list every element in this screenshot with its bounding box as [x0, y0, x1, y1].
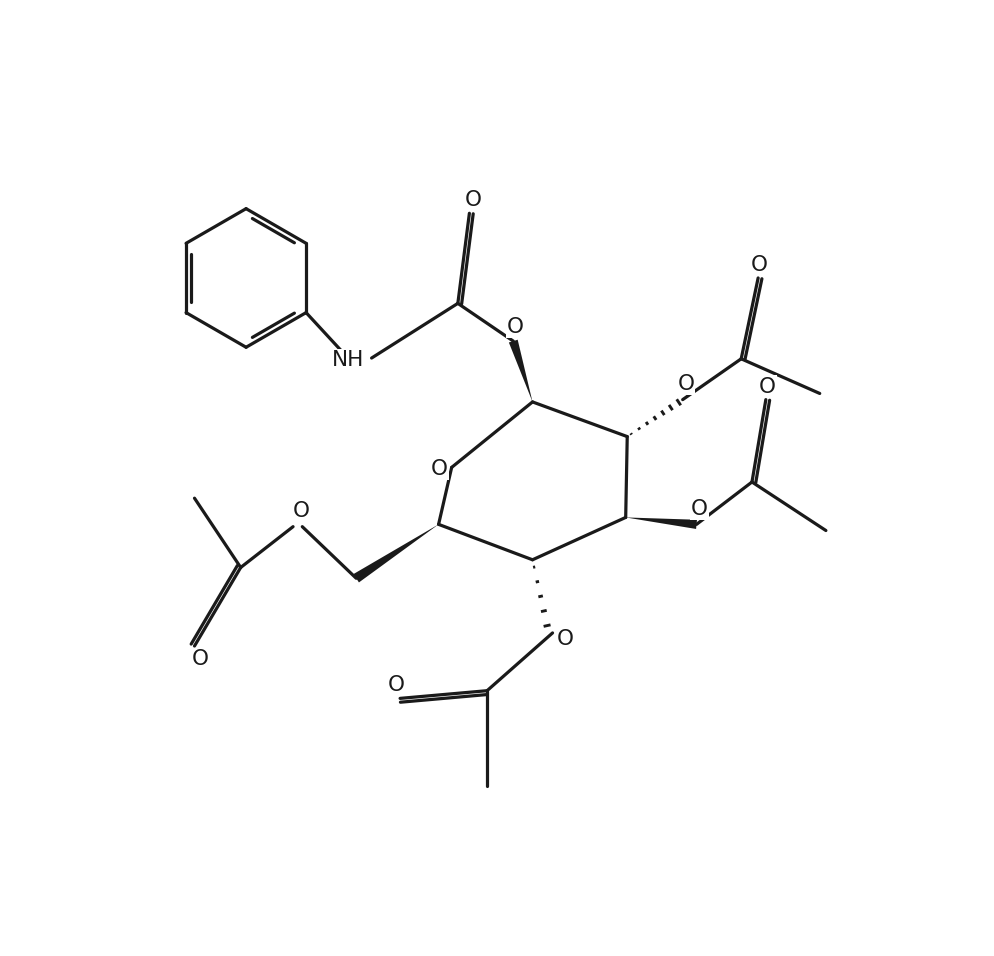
Text: NH: NH: [332, 350, 365, 370]
Text: O: O: [292, 501, 309, 521]
Polygon shape: [354, 524, 438, 582]
Text: O: O: [691, 499, 708, 519]
Text: O: O: [388, 675, 405, 694]
Polygon shape: [625, 517, 697, 529]
Text: O: O: [677, 374, 694, 394]
Text: O: O: [557, 629, 575, 649]
Text: O: O: [507, 317, 524, 337]
Text: O: O: [758, 377, 776, 397]
Text: O: O: [430, 459, 448, 479]
Text: O: O: [465, 190, 482, 210]
Polygon shape: [509, 339, 533, 402]
Text: O: O: [751, 255, 768, 275]
Text: O: O: [192, 649, 209, 669]
